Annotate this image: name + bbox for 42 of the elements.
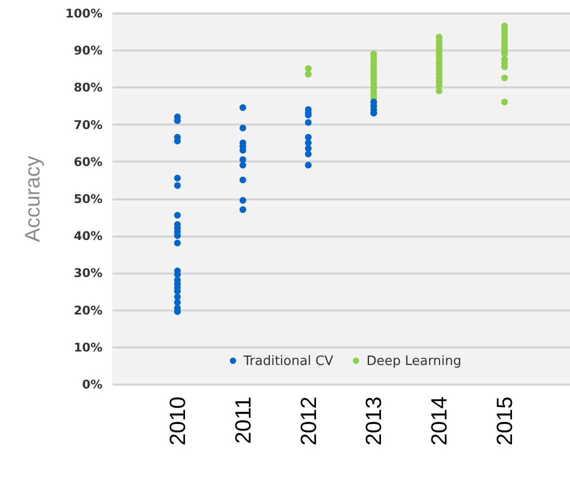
point: [501, 98, 508, 106]
point: [240, 124, 246, 132]
x-tick-label: 2010: [164, 396, 190, 446]
point: [304, 65, 312, 72]
y-tick-label: 50%: [74, 192, 102, 206]
y-tick-label: 30%: [74, 266, 102, 280]
y-tick-label: 20%: [74, 303, 102, 318]
point: [240, 197, 246, 204]
y-tick-label: 40%: [74, 229, 102, 244]
x-tick-label: 2014: [426, 396, 452, 446]
point: [304, 150, 312, 158]
point: [174, 240, 181, 246]
point: [174, 182, 181, 189]
point: [174, 138, 181, 144]
y-tick-label: 90%: [74, 44, 102, 58]
point: [240, 104, 246, 111]
legend-label: Deep Learning: [366, 354, 462, 369]
y-tick-label: 80%: [74, 80, 102, 95]
y-axis-title: Accuracy: [21, 155, 44, 242]
y-tick-label: 70%: [74, 118, 102, 132]
point: [240, 156, 246, 163]
point: [304, 162, 312, 168]
point: [304, 119, 312, 126]
y-tick-label: 100%: [65, 6, 102, 20]
legend-label: Traditional CV: [242, 354, 334, 369]
point: [240, 162, 246, 168]
y-tick-label: 60%: [74, 154, 102, 169]
point: [240, 206, 246, 213]
point: [174, 293, 181, 300]
x-tick-label: 2011: [230, 396, 256, 444]
y-tick-label: 0%: [82, 378, 102, 392]
x-tick-label: 2013: [361, 396, 386, 446]
point: [304, 70, 312, 78]
x-tick-label: 2015: [492, 396, 518, 446]
point: [240, 176, 246, 184]
y-tick-label: 10%: [74, 340, 102, 354]
point: [436, 88, 442, 94]
point: [174, 212, 181, 219]
point: [501, 74, 508, 82]
x-tick-label: 2012: [296, 396, 321, 446]
point: [174, 174, 181, 182]
point: [304, 134, 312, 141]
